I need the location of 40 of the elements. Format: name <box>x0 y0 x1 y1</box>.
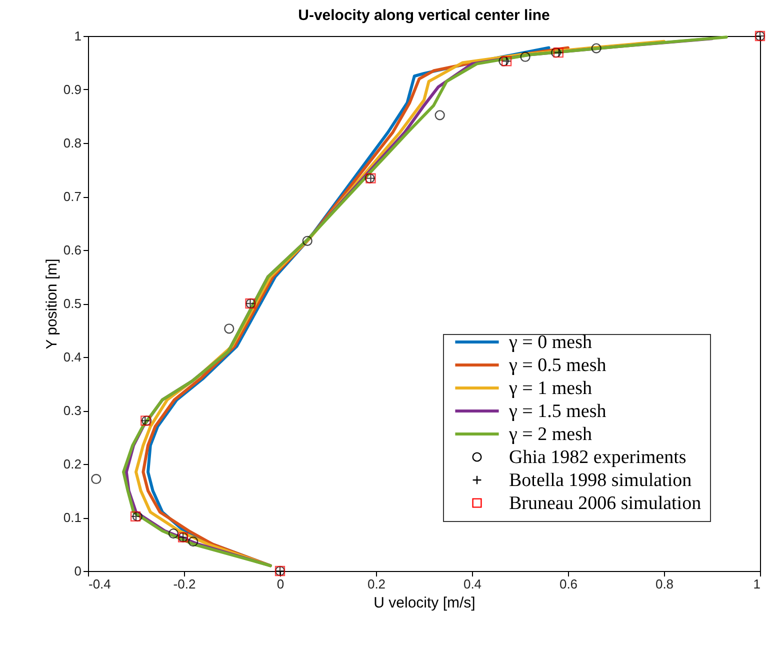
y-tick-label: 0.4 <box>63 350 82 364</box>
point <box>302 236 312 246</box>
y-tick-label: 0.8 <box>63 136 82 150</box>
legend-label: γ = 0 mesh <box>508 332 592 353</box>
y-tick-label: 0.6 <box>63 242 82 258</box>
legend-label: Ghia 1982 experiments <box>509 447 686 468</box>
point <box>188 536 198 547</box>
point <box>168 528 179 539</box>
chart-title: U-velocity along vertical center line <box>298 7 550 24</box>
y-axis-title: Y position [m] <box>43 258 60 350</box>
point <box>498 56 509 66</box>
legend-label: γ = 2 mesh <box>508 424 592 445</box>
point <box>434 110 445 120</box>
point <box>224 324 234 334</box>
y-tick-label: 0.7 <box>63 189 82 204</box>
x-tick-label: -0.4 <box>88 576 111 592</box>
y-tick-label: 1 <box>74 28 82 44</box>
x-tick-label: 0.4 <box>463 576 482 592</box>
point <box>591 43 602 54</box>
x-tick-label: -0.2 <box>173 576 196 592</box>
y-tick-label: 0.1 <box>63 510 82 525</box>
y-tick-label: 0.9 <box>63 82 82 97</box>
legend-label: Bruneau 2006 simulation <box>509 493 702 514</box>
point <box>520 52 530 62</box>
x-tick-label: 0.8 <box>655 576 674 592</box>
legend-label: γ = 0.5 mesh <box>508 355 607 376</box>
x-tick-label: 0.6 <box>559 576 578 592</box>
y-tick-label: 0.2 <box>63 456 82 472</box>
legend-label: γ = 1 mesh <box>508 378 592 399</box>
point <box>91 474 102 484</box>
y-tick-label: 0.3 <box>63 403 82 418</box>
legend-label: γ = 1.5 mesh <box>508 401 607 422</box>
legend-label: Botella 1998 simulation <box>509 470 692 491</box>
x-tick-label: 0.2 <box>367 576 386 592</box>
point <box>550 48 562 58</box>
x-tick-label: 0 <box>276 576 284 592</box>
x-axis-title: U velocity [m/s] <box>374 594 476 612</box>
y-tick-label: 0 <box>74 564 82 578</box>
y-tick-label: 0.5 <box>63 296 82 311</box>
x-tick-label: 1 <box>753 576 760 592</box>
